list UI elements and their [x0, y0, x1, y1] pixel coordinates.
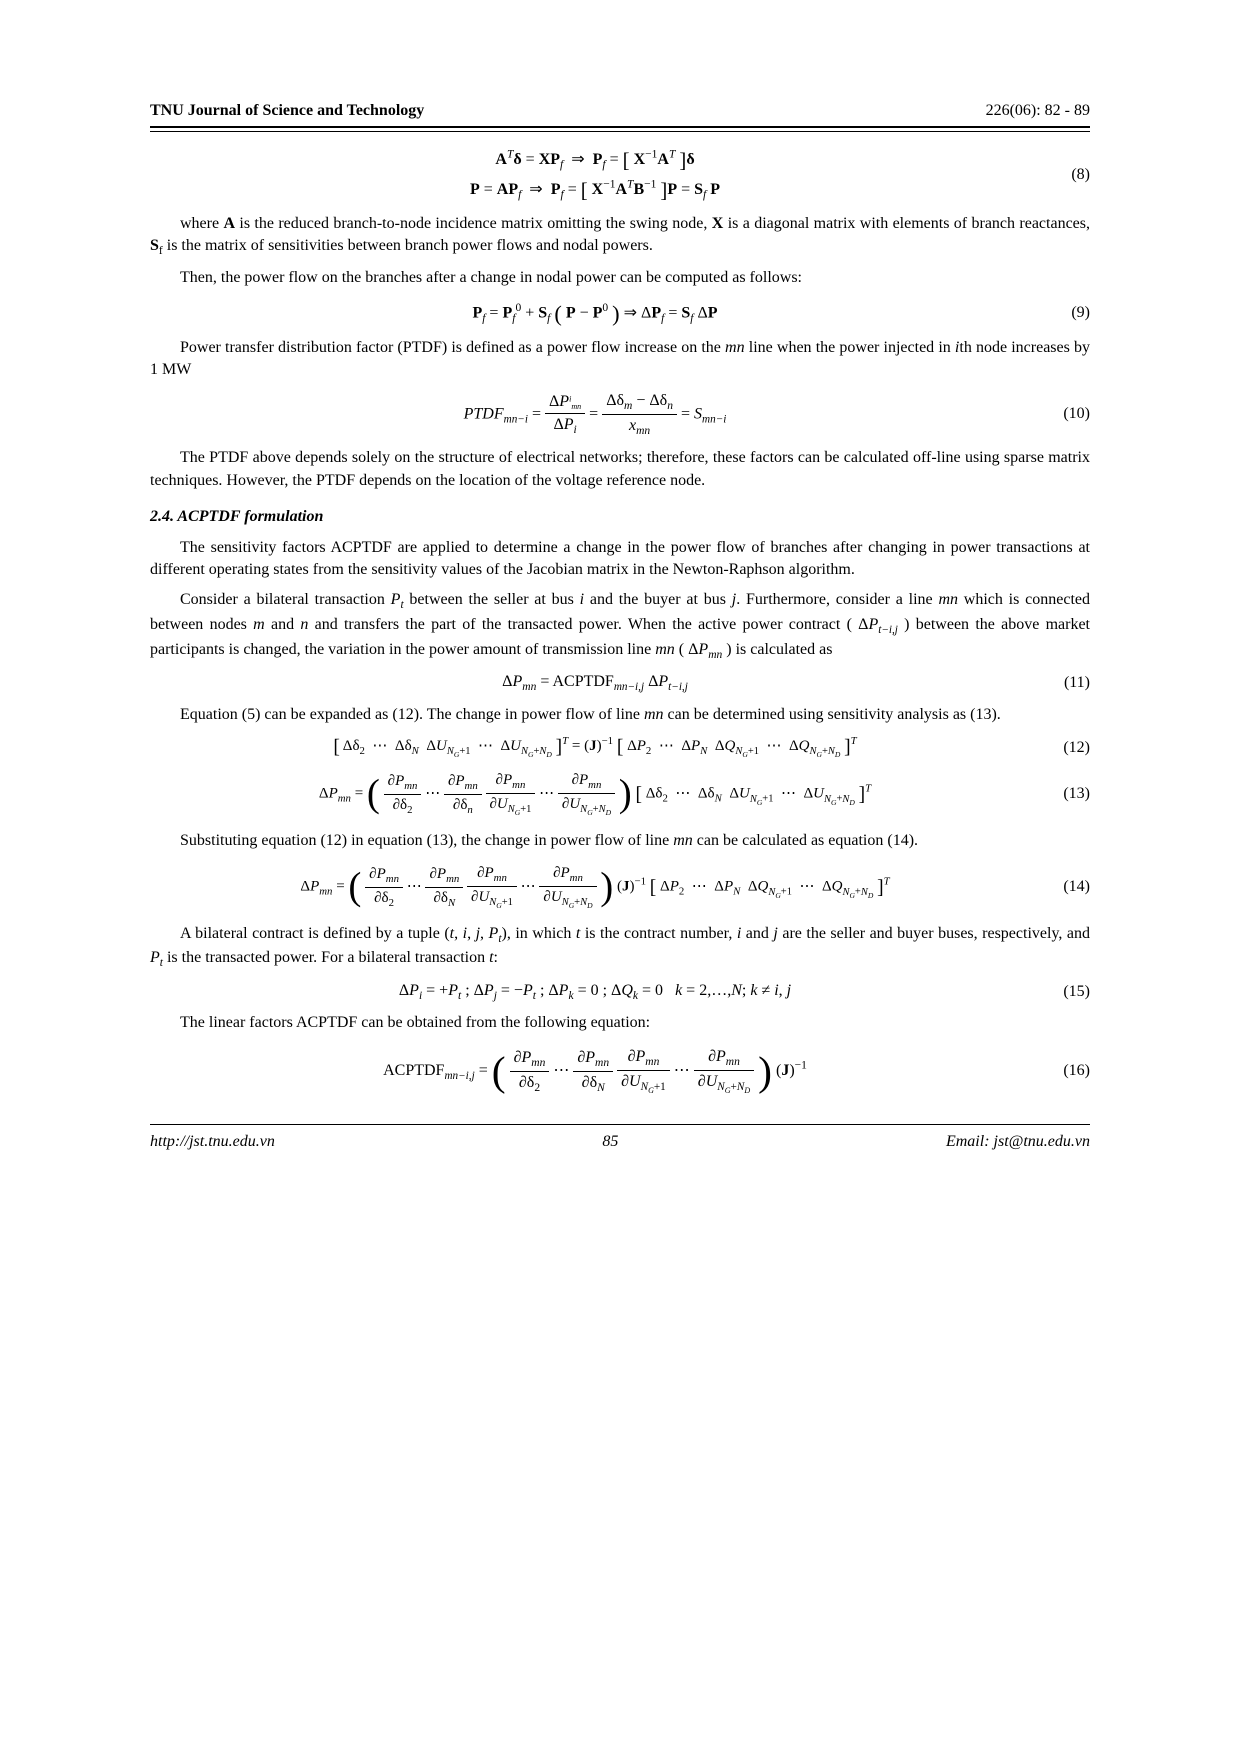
equation-13: ΔPmn = ( ∂Pmn∂δ2 ⋯ ∂Pmn∂δn ∂Pmn∂UNG+1 ⋯ … [150, 767, 1090, 822]
journal-name: TNU Journal of Science and Technology [150, 100, 424, 122]
equation-8: ATδ = XPf ⇒ Pf = [ X−1AT ]δ P = APf ⇒ Pf… [150, 146, 1090, 204]
equation-number: (12) [1040, 737, 1090, 759]
equation-number: (14) [1040, 876, 1090, 898]
equation-number: (16) [1040, 1060, 1090, 1082]
footer-url: http://jst.tnu.edu.vn [150, 1131, 275, 1153]
para-tuple: A bilateral contract is defined by a tup… [150, 923, 1090, 972]
equation-14: ΔPmn = ( ∂Pmn∂δ2 ⋯ ∂Pmn∂δN ∂Pmn∂UNG+1 ⋯ … [150, 860, 1090, 915]
equation-9: Pf = Pf0 + Sf ( P − P0 ) ⇒ ΔPf = Sf ΔP (… [150, 298, 1090, 329]
equation-11: ΔPmn = ACPTDFmn−i,j ΔPt−i,j (11) [150, 671, 1090, 696]
running-header: TNU Journal of Science and Technology 22… [150, 100, 1090, 126]
running-footer: http://jst.tnu.edu.vn 85 Email: jst@tnu.… [150, 1125, 1090, 1153]
footer-email: Email: jst@tnu.edu.vn [946, 1131, 1090, 1153]
section-2-4-heading: 2.4. ACPTDF formulation [150, 506, 1090, 528]
equation-number: (8) [1040, 164, 1090, 186]
equation-number: (9) [1040, 302, 1090, 324]
equation-10: PTDFmn−i = ΔPimnΔPi = Δδm − Δδnxmn = Smn… [150, 390, 1090, 440]
equation-16: ACPTDFmn−i,j = ( ∂Pmn∂δ2 ⋯ ∂Pmn∂δN ∂Pmn∂… [150, 1042, 1090, 1100]
equation-number: (15) [1040, 981, 1090, 1003]
para-acptdf-intro: The sensitivity factors ACPTDF are appli… [150, 537, 1090, 582]
para-substitute: Substituting equation (12) in equation (… [150, 830, 1090, 852]
equation-number: (11) [1040, 672, 1090, 694]
footer-page: 85 [602, 1131, 618, 1153]
para-then-power-flow: Then, the power flow on the branches aft… [150, 267, 1090, 289]
issue-number: 226(06): 82 - 89 [986, 100, 1090, 122]
equation-12: [ Δδ2 ⋯ ΔδN ΔUNG+1 ⋯ ΔUNG+ND ]T = (J)−1 … [150, 734, 1090, 761]
para-bilateral: Consider a bilateral transaction Pt betw… [150, 589, 1090, 662]
para-ptdf-def: Power transfer distribution factor (PTDF… [150, 337, 1090, 382]
equation-number: (13) [1040, 783, 1090, 805]
para-ptdf-struct: The PTDF above depends solely on the str… [150, 447, 1090, 492]
para-linear-factors: The linear factors ACPTDF can be obtaine… [150, 1012, 1090, 1034]
header-rule [150, 126, 1090, 132]
para-eq5-expand: Equation (5) can be expanded as (12). Th… [150, 704, 1090, 726]
equation-15: ΔPi = +Pt ; ΔPj = −Pt ; ΔPk = 0 ; ΔQk = … [150, 980, 1090, 1004]
equation-number: (10) [1040, 403, 1090, 425]
para-where-A: where A is the reduced branch-to-node in… [150, 213, 1090, 260]
